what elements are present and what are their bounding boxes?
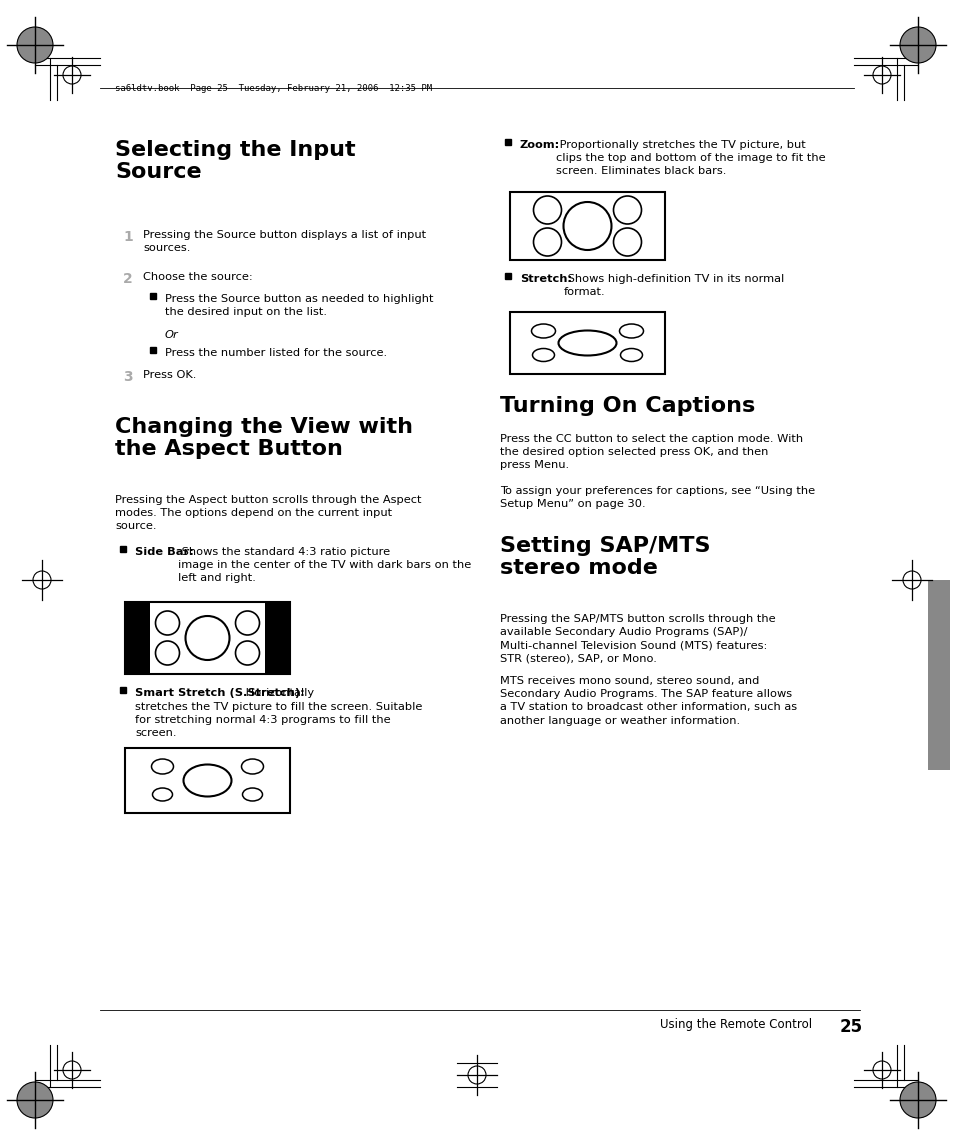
Text: Or: Or [165,330,178,340]
Text: 2: 2 [123,273,132,286]
Text: Press the number listed for the source.: Press the number listed for the source. [165,348,387,358]
Text: MTS receives mono sound, stereo sound, and
Secondary Audio Programs. The SAP fea: MTS receives mono sound, stereo sound, a… [499,676,797,726]
Text: 3: 3 [123,370,132,384]
Circle shape [17,1082,53,1118]
Text: Setting SAP/MTS
stereo mode: Setting SAP/MTS stereo mode [499,536,710,578]
Bar [265,602,290,674]
Text: Selecting the Input
Source: Selecting the Input Source [115,140,355,182]
Bar [510,311,664,374]
Bar [504,273,511,279]
Text: Shows high-definition TV in its normal
format.: Shows high-definition TV in its normal f… [563,274,783,298]
Bar [150,347,156,353]
Text: 1: 1 [123,230,132,244]
Bar [125,748,290,813]
Text: Choose the source:: Choose the source: [143,273,253,282]
Text: Using the Remote Control: Using the Remote Control [659,1018,811,1030]
Text: Turning On Captions: Turning On Captions [499,396,755,416]
Text: Proportionally stretches the TV picture, but
clips the top and bottom of the ima: Proportionally stretches the TV picture,… [556,140,824,176]
Text: Smart Stretch (S.Stretch):: Smart Stretch (S.Stretch): [135,688,304,698]
Circle shape [899,27,935,63]
Bar [125,602,150,674]
Text: Changing the View with
the Aspect Button: Changing the View with the Aspect Button [115,417,413,459]
Circle shape [899,1082,935,1118]
Text: Pressing the Source button displays a list of input
sources.: Pressing the Source button displays a li… [143,230,426,253]
Bar [150,293,156,299]
Text: Horizontally: Horizontally [242,688,314,698]
Text: Press the Source button as needed to highlight
the desired input on the list.: Press the Source button as needed to hig… [165,294,433,317]
Text: 25: 25 [840,1018,862,1036]
Text: Side Bar:: Side Bar: [135,547,193,556]
Text: sa6ldtv.book  Page 25  Tuesday, February 21, 2006  12:35 PM: sa6ldtv.book Page 25 Tuesday, February 2… [115,84,432,93]
Text: Stretch:: Stretch: [519,274,572,284]
Bar [125,602,290,674]
Bar [927,581,949,769]
Text: Using the Remote Control: Using the Remote Control [934,617,943,733]
Bar [120,687,126,693]
Text: Zoom:: Zoom: [519,140,559,150]
Text: stretches the TV picture to fill the screen. Suitable
for stretching normal 4:3 : stretches the TV picture to fill the scr… [135,702,422,739]
Text: Pressing the SAP/MTS button scrolls through the
available Secondary Audio Progra: Pressing the SAP/MTS button scrolls thro… [499,614,775,664]
Text: Press the CC button to select the caption mode. With
the desired option selected: Press the CC button to select the captio… [499,434,802,471]
Text: Shows the standard 4:3 ratio picture
image in the center of the TV with dark bar: Shows the standard 4:3 ratio picture ima… [178,547,471,584]
Text: To assign your preferences for captions, see “Using the
Setup Menu” on page 30.: To assign your preferences for captions,… [499,485,814,510]
Bar [504,139,511,145]
Bar [510,192,664,260]
Bar [120,546,126,552]
Text: Pressing the Aspect button scrolls through the Aspect
modes. The options depend : Pressing the Aspect button scrolls throu… [115,495,421,531]
Text: Press OK.: Press OK. [143,370,196,380]
Circle shape [17,27,53,63]
